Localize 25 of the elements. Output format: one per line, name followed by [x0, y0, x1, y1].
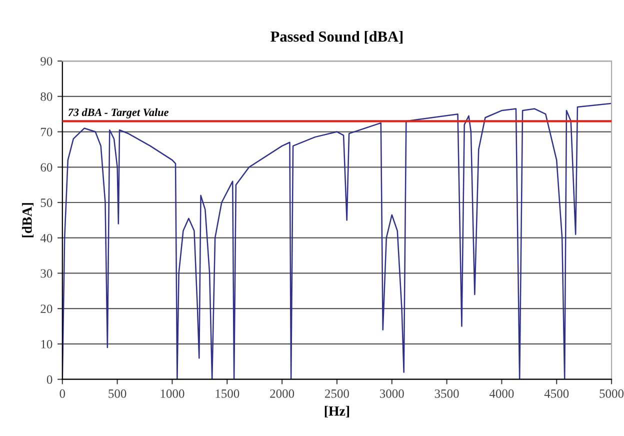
chart-title: Passed Sound [dBA]	[270, 30, 402, 44]
ref-line-label: 73 dBA - Target Value	[68, 108, 168, 118]
y-tick-label: 60	[40, 163, 52, 172]
x-tick-label: 3500	[434, 389, 459, 398]
y-tick-label: 30	[40, 269, 52, 278]
y-tick-label: 20	[40, 304, 52, 314]
y-tick-label: 40	[40, 234, 52, 242]
y-tick-label: 10	[41, 340, 52, 348]
x-tick-label: 4500	[544, 389, 569, 398]
x-tick-label: 500	[108, 389, 126, 398]
x-tick-label: 5000	[600, 389, 624, 398]
x-tick-label: 0	[60, 389, 66, 398]
x-tick-label: 2500	[325, 389, 349, 398]
x-tick-label: 3000	[380, 389, 404, 398]
y-tick-label: 90	[40, 57, 52, 66]
y-tick-label: 0	[46, 375, 52, 384]
y-tick-label: 70	[41, 128, 52, 136]
x-tick-label: 2000	[270, 389, 294, 398]
y-axis-title: [dBA]	[22, 203, 34, 238]
x-tick-label: 1500	[216, 389, 240, 398]
x-tick-label: 4000	[489, 389, 514, 398]
y-tick-label: 50	[40, 198, 52, 207]
x-axis-title: [Hz]	[324, 406, 350, 418]
y-tick-label: 80	[40, 92, 52, 101]
x-tick-label: 1000	[160, 389, 184, 398]
